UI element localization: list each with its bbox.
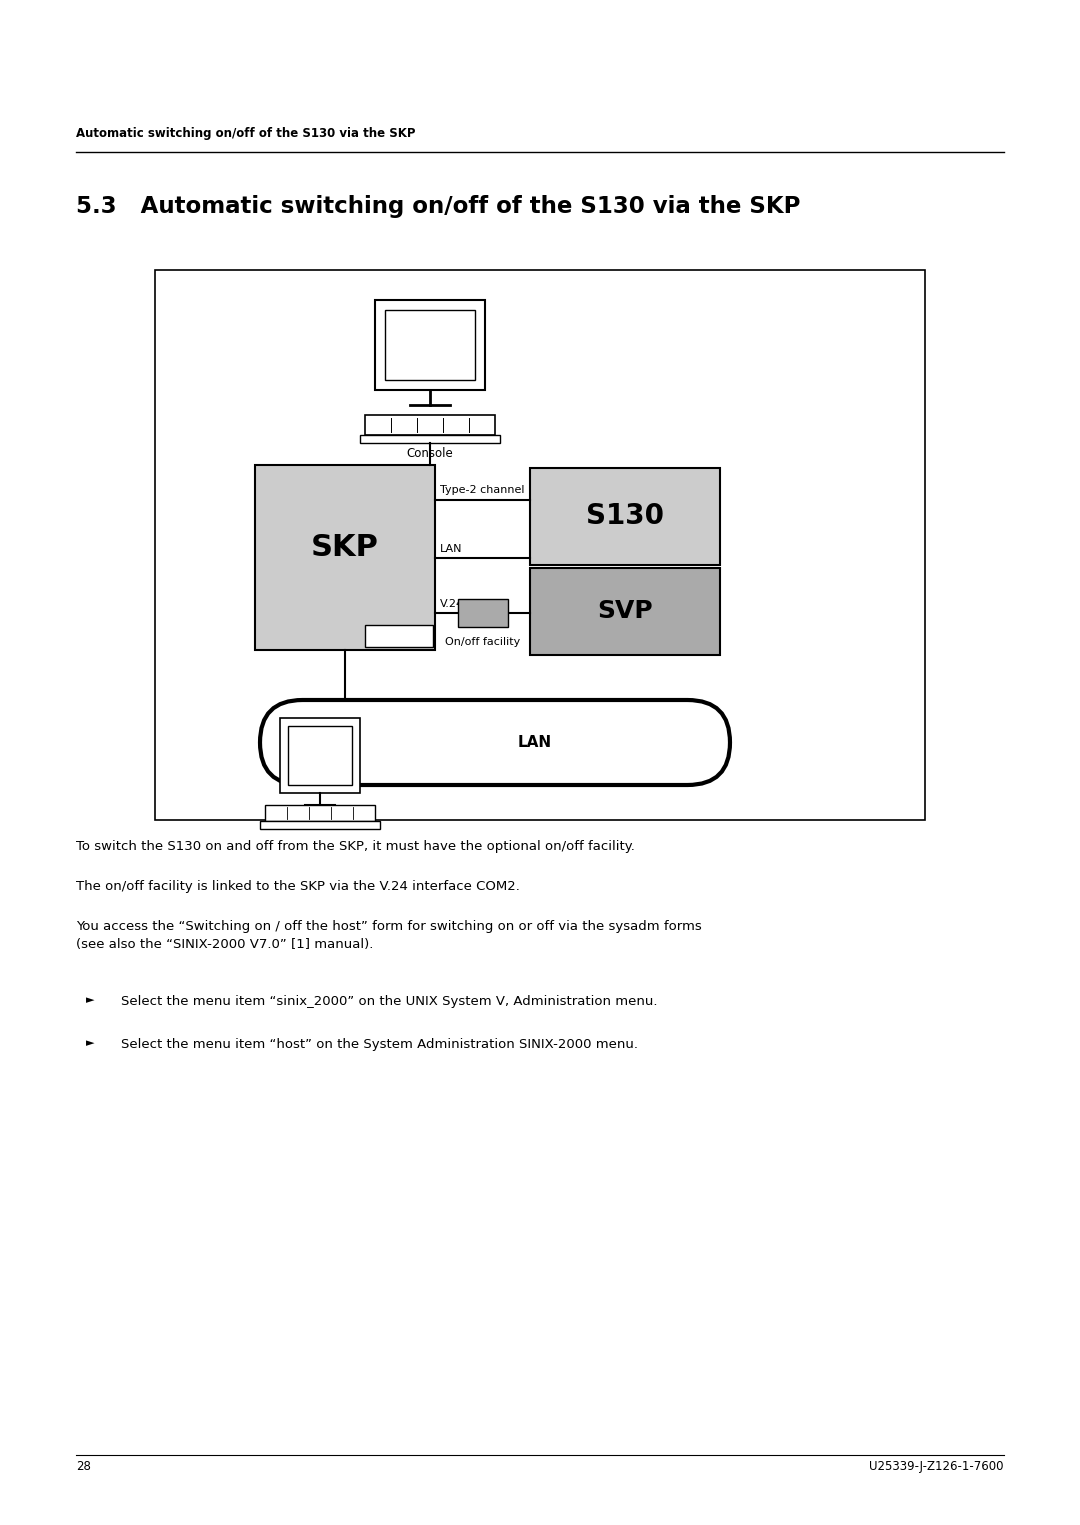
Text: On/off facility: On/off facility [445,637,521,647]
Bar [288,726,352,785]
Bar [365,415,495,435]
Text: SKP: SKP [311,534,379,563]
Text: Automatic switching on/off of the S130 via the SKP: Automatic switching on/off of the S130 v… [76,127,416,140]
Bar [156,270,924,820]
Text: ►: ► [86,994,95,1005]
Text: U25339-J-Z126-1-7600: U25339-J-Z126-1-7600 [869,1459,1004,1473]
Bar [458,599,508,627]
Text: LAN: LAN [518,735,552,750]
Bar [260,820,380,830]
Text: Console: Console [407,447,454,461]
Text: Type-2 channel: Type-2 channel [441,485,525,496]
Bar [280,718,360,793]
Text: S130: S130 [586,503,664,531]
Text: LAN: LAN [440,544,462,554]
Bar [360,435,500,442]
Bar [265,805,375,820]
Bar [530,567,720,656]
Text: 5.3   Automatic switching on/off of the S130 via the SKP: 5.3 Automatic switching on/off of the S1… [76,195,800,218]
Text: SVP: SVP [597,599,652,624]
Text: To switch the S130 on and off from the SKP, it must have the optional on/off fac: To switch the S130 on and off from the S… [76,840,635,852]
Bar [255,465,435,650]
Text: The on/off facility is linked to the SKP via the V.24 interface COM2.: The on/off facility is linked to the SKP… [76,880,519,894]
Text: COM2: COM2 [383,631,415,640]
Bar [384,310,475,380]
Text: You access the “Switching on / off the host” form for switching on or off via th: You access the “Switching on / off the h… [76,920,702,952]
Text: 28: 28 [76,1459,91,1473]
Bar [530,468,720,564]
Bar [365,625,433,647]
Text: ►: ► [86,1039,95,1048]
Text: V.24: V.24 [440,599,464,608]
Bar [375,300,485,390]
FancyBboxPatch shape [260,700,730,785]
Text: Select the menu item “sinix_2000” on the UNIX System V, Administration menu.: Select the menu item “sinix_2000” on the… [121,994,658,1008]
Text: Select the menu item “host” on the System Administration SINIX-2000 menu.: Select the menu item “host” on the Syste… [121,1039,638,1051]
